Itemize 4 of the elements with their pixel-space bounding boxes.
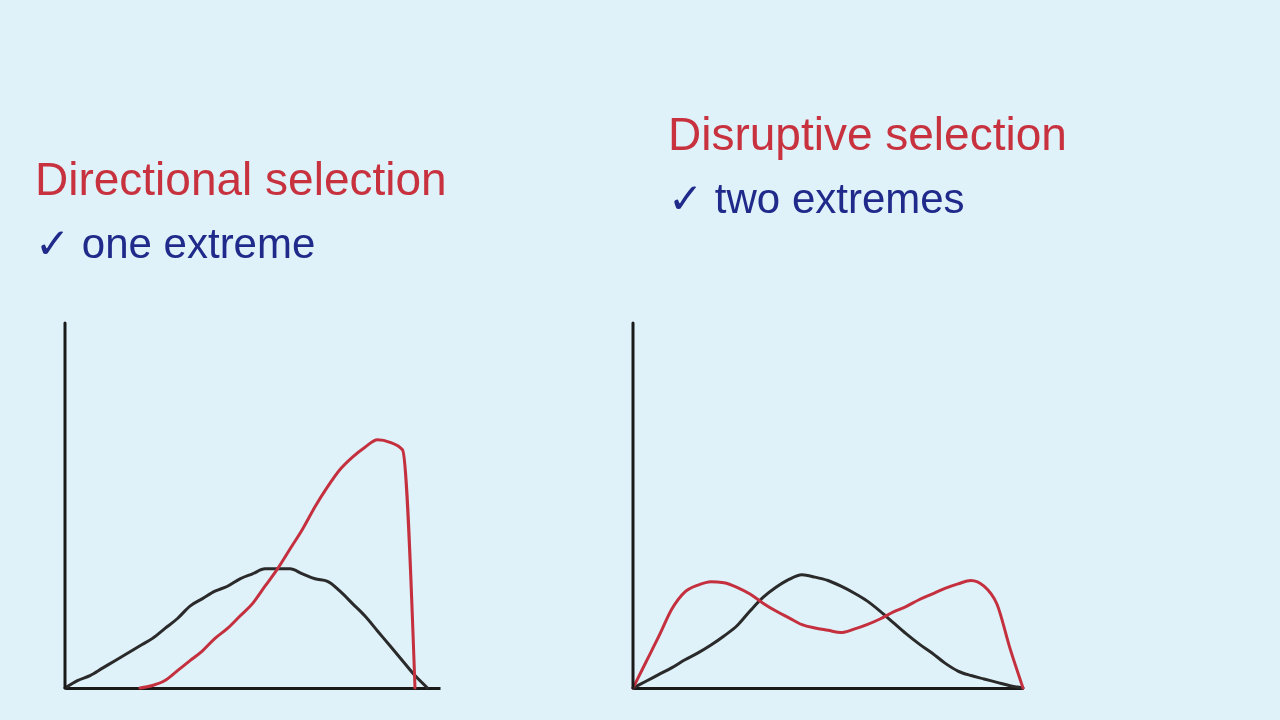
chart-title: Disruptive selection [668,107,1067,160]
chart-subtitle: ✓ one extreme [35,219,316,267]
chart-title: Directional selection [35,152,447,205]
chart-subtitle: ✓ two extremes [668,174,965,222]
